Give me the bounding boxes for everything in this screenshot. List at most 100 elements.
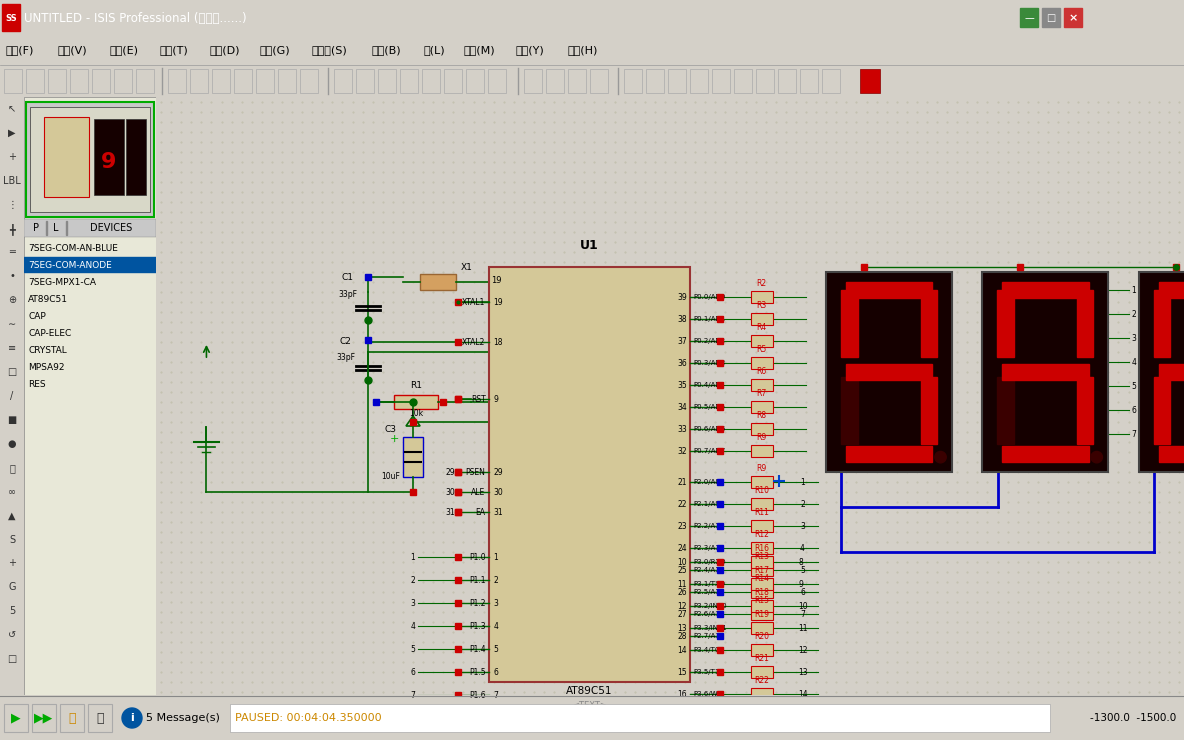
Bar: [114, 69, 131, 93]
Text: PAUSED: 00:04:04.350000: PAUSED: 00:04:04.350000: [234, 713, 381, 723]
Bar: [4, 69, 22, 93]
Text: R19: R19: [754, 610, 770, 619]
Text: R16: R16: [754, 544, 770, 553]
Text: AT89C51: AT89C51: [566, 686, 612, 696]
Text: ∼: ∼: [8, 319, 17, 329]
Text: L: L: [53, 223, 59, 232]
Bar: [751, 688, 773, 700]
Bar: [1064, 8, 1082, 27]
Bar: [2, 4, 20, 31]
Text: □: □: [7, 654, 17, 664]
Text: 2: 2: [411, 576, 416, 585]
Text: -1300.0  -1500.0: -1300.0 -1500.0: [1090, 713, 1176, 723]
Text: ↖: ↖: [8, 104, 17, 114]
Text: 33pF: 33pF: [337, 290, 358, 299]
Text: 8: 8: [494, 713, 498, 722]
Text: PSEN: PSEN: [465, 468, 485, 477]
Bar: [378, 69, 395, 93]
Text: +: +: [8, 152, 17, 162]
Text: P1.5: P1.5: [469, 667, 485, 676]
Text: 库(L): 库(L): [423, 45, 445, 55]
Bar: [751, 357, 773, 369]
Text: R15: R15: [754, 596, 770, 605]
Text: S: S: [9, 534, 15, 545]
Bar: [32, 704, 56, 732]
Bar: [1153, 290, 1170, 357]
Text: 26: 26: [677, 588, 687, 596]
Text: 13: 13: [798, 667, 807, 676]
Text: 19: 19: [494, 297, 503, 306]
Text: U1: U1: [580, 239, 599, 252]
Bar: [800, 69, 818, 93]
Text: P0.6/AD6: P0.6/AD6: [693, 426, 726, 432]
Bar: [394, 395, 438, 409]
Text: XTAL2: XTAL2: [462, 337, 485, 346]
Bar: [1159, 364, 1184, 380]
Text: X1: X1: [461, 263, 472, 272]
Text: ▶▶: ▶▶: [34, 711, 53, 724]
Text: P3.4/T0: P3.4/T0: [693, 647, 720, 653]
Bar: [751, 666, 773, 678]
Text: R12: R12: [754, 530, 770, 539]
Text: ≡: ≡: [8, 343, 17, 353]
Bar: [751, 476, 773, 488]
Text: R20: R20: [754, 632, 770, 641]
Text: 19: 19: [490, 275, 501, 284]
Bar: [860, 69, 880, 93]
Text: 6: 6: [1132, 406, 1137, 414]
Bar: [400, 69, 418, 93]
Text: 查看(V): 查看(V): [57, 45, 86, 55]
Text: ▶: ▶: [11, 711, 21, 724]
Bar: [1003, 364, 1088, 380]
Text: 5: 5: [9, 606, 15, 616]
Bar: [921, 377, 938, 444]
Text: 12: 12: [677, 602, 687, 610]
Text: 3: 3: [494, 599, 498, 608]
Bar: [1003, 445, 1088, 462]
Text: •: •: [9, 272, 15, 281]
Text: 4: 4: [494, 622, 498, 630]
Text: P2.7/A15: P2.7/A15: [693, 633, 725, 639]
Text: 11: 11: [798, 624, 807, 633]
Text: ⏸: ⏸: [69, 711, 76, 724]
Text: 3: 3: [410, 599, 416, 608]
Text: 10: 10: [677, 557, 687, 567]
Bar: [189, 69, 208, 93]
Text: R17: R17: [754, 566, 770, 575]
Bar: [466, 69, 484, 93]
Text: 6: 6: [410, 667, 416, 676]
Text: SS: SS: [5, 13, 17, 22]
Text: ▲: ▲: [8, 511, 15, 521]
Bar: [751, 556, 773, 568]
Bar: [1153, 377, 1170, 444]
Text: 绘图(G): 绘图(G): [259, 45, 290, 55]
Text: ■: ■: [7, 415, 17, 425]
Text: CAP-ELEC: CAP-ELEC: [28, 329, 71, 337]
Text: 15: 15: [677, 667, 687, 676]
Bar: [24, 218, 156, 237]
Text: P2.0/A8: P2.0/A8: [693, 479, 720, 485]
Text: R18: R18: [754, 588, 770, 597]
Bar: [1077, 377, 1094, 444]
Text: ×: ×: [1068, 13, 1077, 23]
Text: C3: C3: [385, 425, 397, 434]
Bar: [734, 69, 752, 93]
Text: 37: 37: [677, 337, 687, 346]
Text: P2.3/A11: P2.3/A11: [693, 545, 725, 551]
Text: 调试(B): 调试(B): [371, 45, 400, 55]
Text: 33pF: 33pF: [336, 353, 355, 362]
Text: 7SEG-MPX1-CA: 7SEG-MPX1-CA: [28, 278, 96, 287]
Text: P1.0: P1.0: [469, 553, 485, 562]
Bar: [4, 704, 28, 732]
Bar: [24, 258, 156, 272]
Text: CAP: CAP: [28, 312, 46, 320]
Bar: [751, 578, 773, 590]
Text: P3.1/TXD: P3.1/TXD: [693, 581, 726, 587]
Text: 39: 39: [677, 292, 687, 301]
Text: R21: R21: [754, 654, 770, 663]
Text: R10: R10: [754, 486, 770, 495]
Bar: [489, 267, 690, 682]
Bar: [1003, 282, 1088, 298]
Text: 编辑(E): 编辑(E): [109, 45, 139, 55]
Bar: [921, 290, 938, 357]
